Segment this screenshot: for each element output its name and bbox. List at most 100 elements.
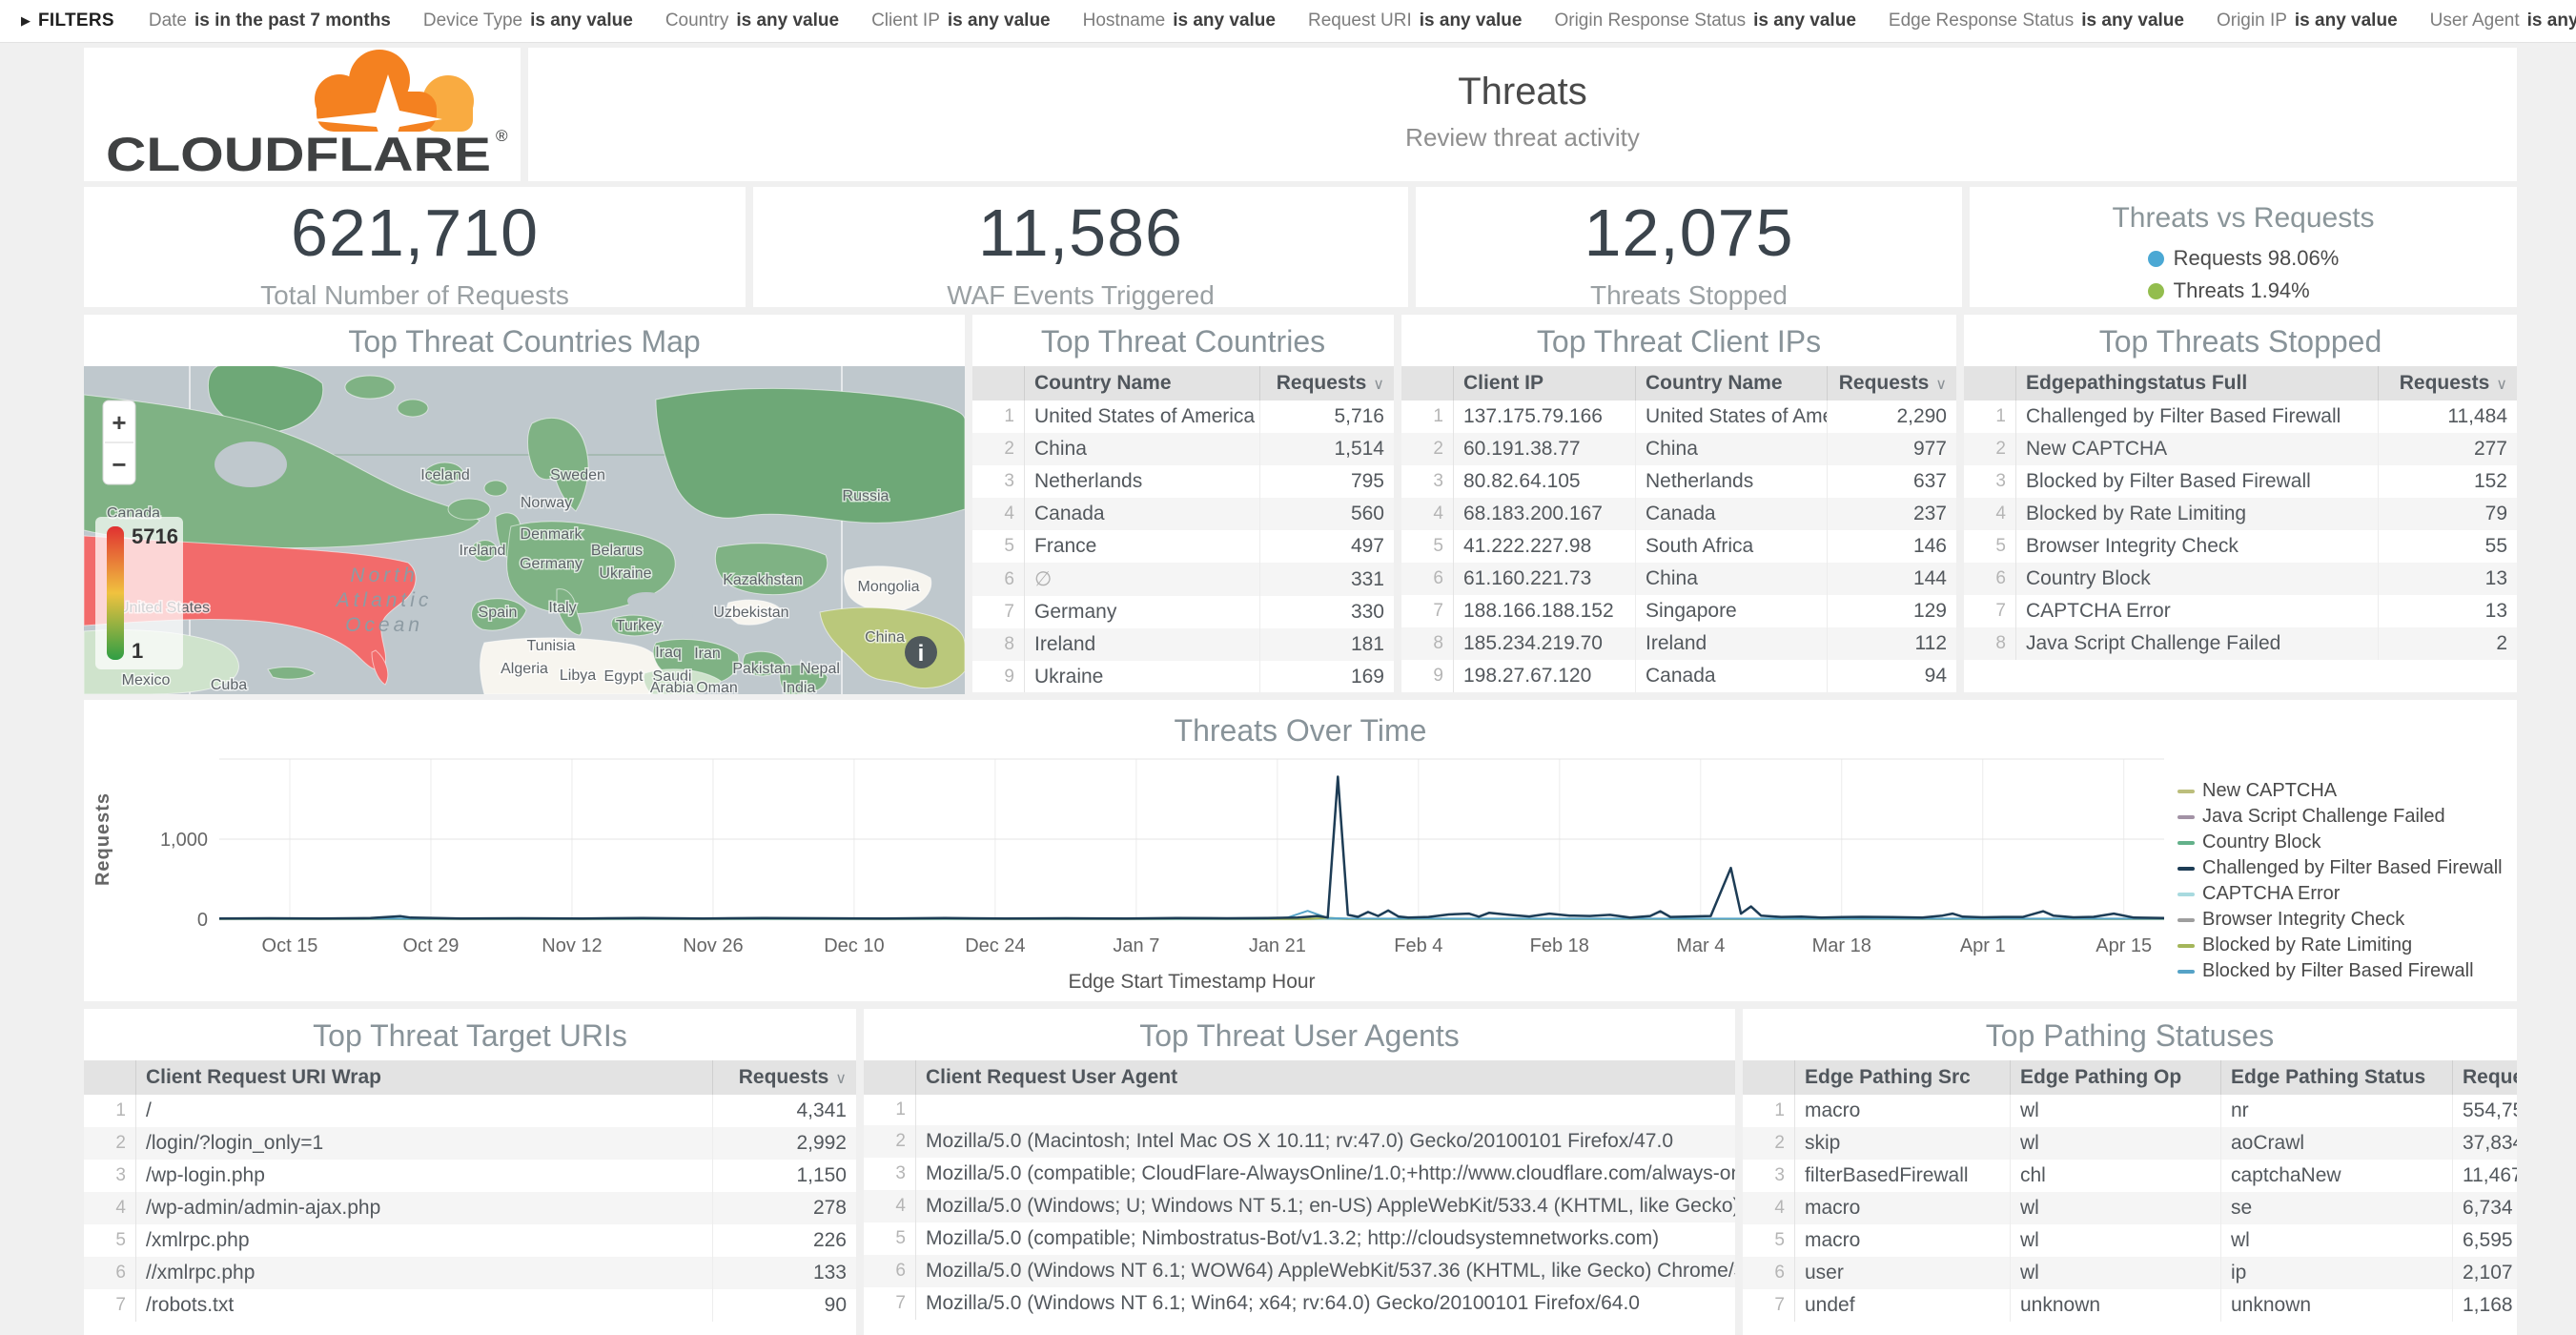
table-cell[interactable]: 2,992 bbox=[712, 1127, 856, 1160]
table-cell[interactable]: 331 bbox=[1259, 563, 1394, 596]
table-row[interactable]: 6 ∅ 331 bbox=[972, 563, 1394, 596]
table-row[interactable]: 9 Ukraine 169 bbox=[972, 661, 1394, 692]
table-cell[interactable]: Ukraine bbox=[1024, 661, 1260, 692]
column-header-client-request-uri-wrap[interactable]: Client Request URI Wrap bbox=[135, 1060, 713, 1095]
table-row[interactable]: 7 undef unknown unknown 1,168 bbox=[1743, 1289, 2517, 1322]
filter-item[interactable]: Date is in the past 7 months bbox=[149, 10, 391, 31]
table-cell[interactable]: 4,341 bbox=[712, 1095, 856, 1127]
table-row[interactable]: 9 198.27.67.120 Canada 94 bbox=[1401, 660, 1956, 692]
table-cell[interactable]: Blocked by Rate Limiting bbox=[2015, 498, 2379, 530]
table-cell[interactable]: 277 bbox=[2378, 433, 2517, 465]
table-cell[interactable]: Canada bbox=[1635, 660, 1828, 692]
table-cell[interactable]: 181 bbox=[1259, 628, 1394, 661]
country-greenland[interactable] bbox=[207, 363, 324, 433]
country-turkey[interactable] bbox=[610, 614, 664, 637]
table-cell[interactable]: Germany bbox=[1024, 596, 1260, 628]
table-cell[interactable]: 226 bbox=[712, 1224, 856, 1257]
legend-item[interactable]: Threats 1.94% bbox=[2147, 278, 2340, 303]
table-cell[interactable]: New CAPTCHA bbox=[2015, 433, 2379, 465]
table-cell[interactable]: se bbox=[2220, 1192, 2453, 1224]
table-cell[interactable]: 795 bbox=[1259, 465, 1394, 498]
column-header-requests[interactable]: Requests∨ bbox=[2378, 366, 2517, 400]
column-header-edge-pathing-status[interactable]: Edge Pathing Status bbox=[2220, 1060, 2453, 1095]
table-cell[interactable]: 129 bbox=[1827, 595, 1956, 627]
table-cell[interactable]: 137.175.79.166 bbox=[1453, 400, 1636, 433]
table-cell[interactable]: United States of America bbox=[1024, 400, 1260, 433]
table-cell[interactable]: 6,734 bbox=[2452, 1192, 2517, 1224]
table-cell[interactable]: 5,716 bbox=[1259, 400, 1394, 433]
table-cell[interactable]: 2 bbox=[2378, 627, 2517, 660]
table-cell[interactable]: 560 bbox=[1259, 498, 1394, 530]
chart-legend-item[interactable]: Browser Integrity Check bbox=[2177, 907, 2513, 933]
map-info-button[interactable]: i bbox=[905, 636, 937, 668]
table-cell[interactable]: 11,484 bbox=[2378, 400, 2517, 433]
table-cell[interactable]: skip bbox=[1794, 1127, 2011, 1160]
table-cell[interactable]: /wp-admin/admin-ajax.php bbox=[135, 1192, 713, 1224]
column-header-requests[interactable]: Requests∨ bbox=[1827, 366, 1956, 400]
scandinavia[interactable] bbox=[527, 417, 589, 512]
table-cell[interactable]: wl bbox=[2010, 1127, 2221, 1160]
country-iceland[interactable] bbox=[424, 462, 464, 485]
table-row[interactable]: 1 bbox=[864, 1095, 1735, 1125]
table-row[interactable]: 3 Blocked by Filter Based Firewall 152 bbox=[1964, 465, 2517, 498]
country-italy[interactable] bbox=[556, 588, 583, 636]
filter-item[interactable]: Request URI is any value bbox=[1308, 10, 1523, 31]
table-cell[interactable]: undef bbox=[1794, 1289, 2011, 1322]
table-row[interactable]: 5 41.222.227.98 South Africa 146 bbox=[1401, 530, 1956, 563]
table-cell[interactable]: China bbox=[1635, 563, 1828, 595]
table-cell[interactable]: Ireland bbox=[1024, 628, 1260, 661]
table-row[interactable]: 2 Mozilla/5.0 (Macintosh; Intel Mac OS X … bbox=[864, 1125, 1735, 1158]
column-header-country-name[interactable]: Country Name bbox=[1024, 366, 1260, 400]
table-cell[interactable]: Blocked by Filter Based Firewall bbox=[2015, 465, 2379, 498]
table-cell[interactable]: Mozilla/5.0 (Windows; U; Windows NT 5.1;… bbox=[915, 1190, 1735, 1222]
table-row[interactable]: 3 Mozilla/5.0 (compatible; CloudFlare-Alw… bbox=[864, 1158, 1735, 1190]
table-cell[interactable]: 13 bbox=[2378, 595, 2517, 627]
chart-legend-item[interactable]: Challenged by Filter Based Firewall bbox=[2177, 855, 2513, 881]
table-row[interactable]: 8 Java Script Challenge Failed 2 bbox=[1964, 627, 2517, 660]
table-row[interactable]: 3 filterBasedFirewall chl captchaNew 11,467 bbox=[1743, 1160, 2517, 1192]
table-cell[interactable]: filterBasedFirewall bbox=[1794, 1160, 2011, 1192]
table-cell[interactable]: unknown bbox=[2010, 1289, 2221, 1322]
country-pakistan[interactable] bbox=[742, 650, 787, 677]
table-cell[interactable]: wl bbox=[2010, 1192, 2221, 1224]
filters-toggle[interactable]: ▶ FILTERS bbox=[21, 10, 114, 31]
zoom-in-button[interactable]: + bbox=[112, 408, 126, 437]
table-cell[interactable]: 237 bbox=[1827, 498, 1956, 530]
table-cell[interactable]: Challenged by Filter Based Firewall bbox=[2015, 400, 2379, 433]
table-row[interactable]: 5 Browser Integrity Check 55 bbox=[1964, 530, 2517, 563]
series-line-challenged-by-filter-based-firewall[interactable] bbox=[218, 775, 2165, 920]
column-header-requests[interactable]: Requests∨ bbox=[1259, 366, 1394, 400]
table-row[interactable]: 5 Mozilla/5.0 (compatible; Nimbostratus-B… bbox=[864, 1222, 1735, 1255]
table-cell[interactable]: nr bbox=[2220, 1095, 2453, 1127]
filter-item[interactable]: Device Type is any value bbox=[423, 10, 633, 31]
table-cell[interactable]: 6,595 bbox=[2452, 1224, 2517, 1257]
table-cell[interactable]: macro bbox=[1794, 1192, 2011, 1224]
table-cell[interactable]: macro bbox=[1794, 1224, 2011, 1257]
filter-item[interactable]: Origin Response Status is any value bbox=[1554, 10, 1855, 31]
table-cell[interactable]: 185.234.219.70 bbox=[1453, 627, 1636, 660]
table-cell[interactable]: 61.160.221.73 bbox=[1453, 563, 1636, 595]
table-cell[interactable]: France bbox=[1024, 530, 1260, 563]
table-row[interactable]: 2 China 1,514 bbox=[972, 433, 1394, 465]
table-row[interactable]: 8 185.234.219.70 Ireland 112 bbox=[1401, 627, 1956, 660]
table-row[interactable]: 5 macro wl wl 6,595 bbox=[1743, 1224, 2517, 1257]
table-cell[interactable]: wl bbox=[2220, 1224, 2453, 1257]
table-cell[interactable]: /wp-login.php bbox=[135, 1160, 713, 1192]
table-row[interactable]: 1 Challenged by Filter Based Firewall 11,4… bbox=[1964, 400, 2517, 433]
table-cell[interactable]: CAPTCHA Error bbox=[2015, 595, 2379, 627]
table-cell[interactable]: 554,758 bbox=[2452, 1095, 2517, 1127]
table-cell[interactable]: United States of America bbox=[1635, 400, 1828, 433]
table-cell[interactable]: wl bbox=[2010, 1224, 2221, 1257]
chart-legend-item[interactable]: CAPTCHA Error bbox=[2177, 881, 2513, 907]
table-row[interactable]: 6//xmlrpc.php 133 bbox=[84, 1257, 856, 1289]
table-cell[interactable]: /login/?login_only=1 bbox=[135, 1127, 713, 1160]
table-cell[interactable]: 68.183.200.167 bbox=[1453, 498, 1636, 530]
filter-item[interactable]: Origin IP is any value bbox=[2217, 10, 2398, 31]
table-cell[interactable]: 146 bbox=[1827, 530, 1956, 563]
table-row[interactable]: 7 Mozilla/5.0 (Windows NT 6.1; Win64; x64… bbox=[864, 1287, 1735, 1320]
country-uzbekistan[interactable] bbox=[726, 599, 783, 626]
table-cell[interactable]: 37,834 bbox=[2452, 1127, 2517, 1160]
table-cell[interactable]: Canada bbox=[1635, 498, 1828, 530]
